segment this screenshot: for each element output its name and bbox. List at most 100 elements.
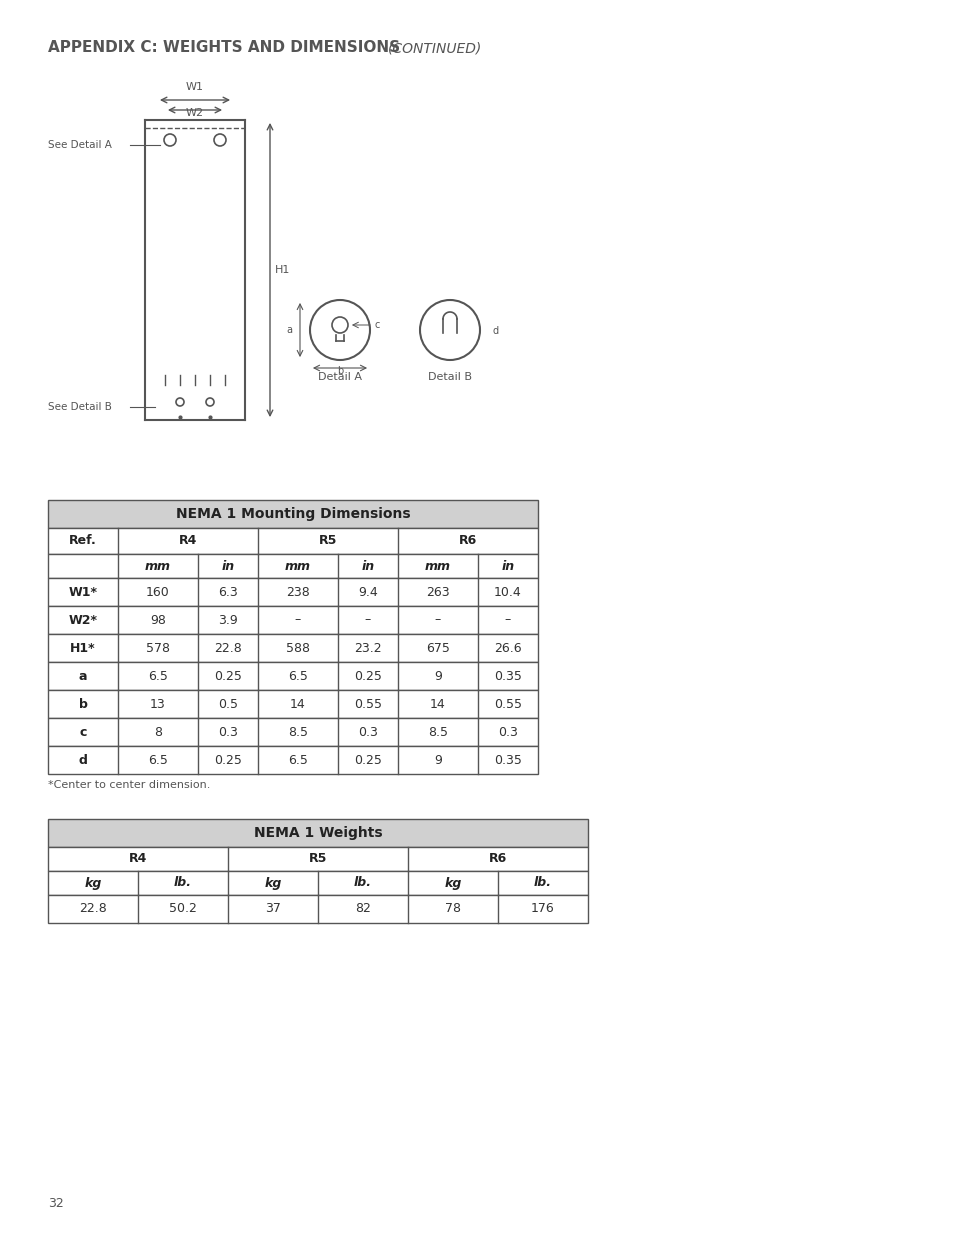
Text: b: b <box>78 698 88 710</box>
Text: R4: R4 <box>178 535 197 547</box>
Text: 0.5: 0.5 <box>218 698 237 710</box>
Text: d: d <box>493 326 498 336</box>
Text: 26.6: 26.6 <box>494 641 521 655</box>
Text: 0.55: 0.55 <box>494 698 521 710</box>
Text: mm: mm <box>285 559 311 573</box>
Text: lb.: lb. <box>173 877 192 889</box>
FancyBboxPatch shape <box>48 500 537 529</box>
Text: in: in <box>501 559 514 573</box>
FancyBboxPatch shape <box>48 606 537 634</box>
Text: a: a <box>286 325 292 335</box>
FancyBboxPatch shape <box>48 895 587 923</box>
Text: 32: 32 <box>48 1197 64 1210</box>
Text: APPENDIX C: WEIGHTS AND DIMENSIONS: APPENDIX C: WEIGHTS AND DIMENSIONS <box>48 40 399 56</box>
Text: W2*: W2* <box>69 614 97 626</box>
Text: 0.25: 0.25 <box>354 753 381 767</box>
Text: 10.4: 10.4 <box>494 585 521 599</box>
Text: 0.25: 0.25 <box>213 753 242 767</box>
Text: R6: R6 <box>458 535 476 547</box>
Text: –: – <box>435 614 440 626</box>
Text: 675: 675 <box>426 641 450 655</box>
Text: d: d <box>78 753 88 767</box>
Text: c: c <box>79 725 87 739</box>
Text: 6.5: 6.5 <box>288 669 308 683</box>
Text: 0.55: 0.55 <box>354 698 381 710</box>
Text: W1*: W1* <box>69 585 97 599</box>
Text: (CONTINUED): (CONTINUED) <box>388 41 482 56</box>
Text: 0.25: 0.25 <box>354 669 381 683</box>
Text: –: – <box>364 614 371 626</box>
Text: –: – <box>504 614 511 626</box>
Text: 8.5: 8.5 <box>288 725 308 739</box>
Text: 0.25: 0.25 <box>213 669 242 683</box>
Text: 263: 263 <box>426 585 450 599</box>
Text: 238: 238 <box>286 585 310 599</box>
Text: 0.3: 0.3 <box>357 725 377 739</box>
Text: lb.: lb. <box>354 877 372 889</box>
FancyBboxPatch shape <box>48 662 537 690</box>
Text: R5: R5 <box>318 535 336 547</box>
Text: 6.5: 6.5 <box>148 669 168 683</box>
Text: 22.8: 22.8 <box>79 903 107 915</box>
Text: mm: mm <box>424 559 451 573</box>
Text: 14: 14 <box>290 698 306 710</box>
Text: 6.5: 6.5 <box>148 753 168 767</box>
Text: in: in <box>361 559 375 573</box>
Text: 98: 98 <box>150 614 166 626</box>
FancyBboxPatch shape <box>48 819 587 847</box>
Text: kg: kg <box>264 877 281 889</box>
Text: 9.4: 9.4 <box>357 585 377 599</box>
Text: 3.9: 3.9 <box>218 614 237 626</box>
Text: R5: R5 <box>309 852 327 866</box>
Text: W2: W2 <box>186 107 204 119</box>
Text: H1: H1 <box>274 266 290 275</box>
Text: H1*: H1* <box>71 641 95 655</box>
Text: 8: 8 <box>153 725 162 739</box>
Text: 82: 82 <box>355 903 371 915</box>
Text: 0.35: 0.35 <box>494 669 521 683</box>
Text: W1: W1 <box>186 82 204 91</box>
Text: in: in <box>221 559 234 573</box>
Text: 14: 14 <box>430 698 445 710</box>
Text: 9: 9 <box>434 669 441 683</box>
Text: 0.35: 0.35 <box>494 753 521 767</box>
FancyBboxPatch shape <box>48 690 537 718</box>
Text: 160: 160 <box>146 585 170 599</box>
Text: kg: kg <box>84 877 102 889</box>
Text: 78: 78 <box>444 903 460 915</box>
Text: –: – <box>294 614 301 626</box>
Text: Detail B: Detail B <box>428 372 472 382</box>
FancyBboxPatch shape <box>48 555 537 578</box>
Text: NEMA 1 Mounting Dimensions: NEMA 1 Mounting Dimensions <box>175 508 410 521</box>
Text: 9: 9 <box>434 753 441 767</box>
Text: NEMA 1 Weights: NEMA 1 Weights <box>253 826 382 840</box>
Text: 176: 176 <box>531 903 555 915</box>
Text: kg: kg <box>444 877 461 889</box>
Text: 37: 37 <box>265 903 280 915</box>
Text: See Detail A: See Detail A <box>48 140 112 149</box>
FancyBboxPatch shape <box>48 634 537 662</box>
Text: *Center to center dimension.: *Center to center dimension. <box>48 781 211 790</box>
Text: Ref.: Ref. <box>69 535 97 547</box>
Text: 6.3: 6.3 <box>218 585 237 599</box>
Text: 6.5: 6.5 <box>288 753 308 767</box>
Text: 0.3: 0.3 <box>497 725 517 739</box>
FancyBboxPatch shape <box>48 746 537 774</box>
Text: 8.5: 8.5 <box>428 725 448 739</box>
Text: 50.2: 50.2 <box>169 903 196 915</box>
Text: 13: 13 <box>150 698 166 710</box>
Text: R4: R4 <box>129 852 147 866</box>
Text: R6: R6 <box>488 852 507 866</box>
Text: mm: mm <box>145 559 171 573</box>
Text: b: b <box>336 366 343 375</box>
FancyBboxPatch shape <box>48 871 587 895</box>
FancyBboxPatch shape <box>48 578 537 606</box>
Text: 23.2: 23.2 <box>354 641 381 655</box>
FancyBboxPatch shape <box>48 847 587 871</box>
Text: lb.: lb. <box>534 877 552 889</box>
Text: a: a <box>79 669 87 683</box>
FancyBboxPatch shape <box>48 529 537 555</box>
Text: 588: 588 <box>286 641 310 655</box>
Text: 578: 578 <box>146 641 170 655</box>
Text: 0.3: 0.3 <box>218 725 237 739</box>
